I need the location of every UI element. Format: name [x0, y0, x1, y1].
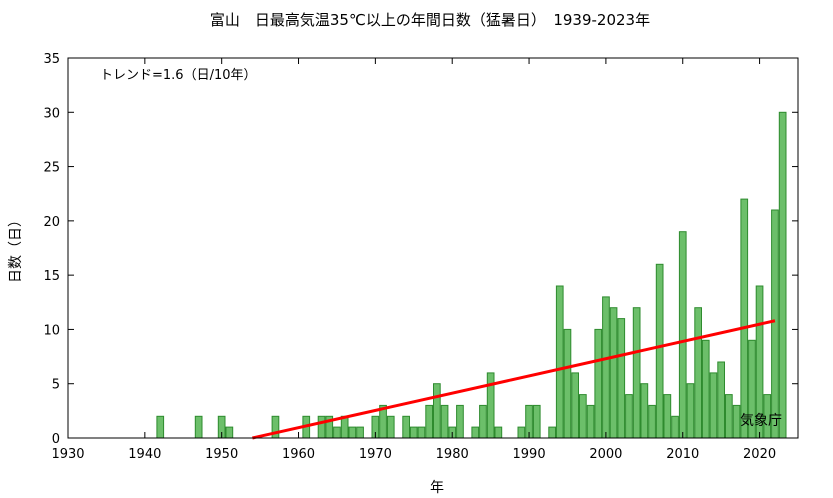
y-tick-label: 25: [43, 161, 60, 176]
x-tick-label: 1930: [51, 447, 84, 462]
y-axis: 0 5 10 15 20 25 30 35: [43, 52, 798, 447]
bar-2002: [617, 318, 626, 439]
x-tick-label: 1950: [205, 447, 238, 462]
x-tick-label: 2010: [666, 447, 699, 462]
y-tick-label: 35: [43, 52, 60, 67]
bar-2011: [686, 383, 695, 439]
y-tick-label: 10: [43, 323, 60, 338]
bar-2015: [717, 361, 725, 439]
y-axis-title: 日数（日）: [8, 213, 24, 283]
x-tick-label: 1990: [513, 447, 546, 462]
bar-1976: [417, 426, 426, 439]
chart-title: 富山 日最高気温35℃以上の年間日数（猛暑日） 1939-2023年: [210, 11, 650, 29]
x-axis: 1930 1940 1950 1960 1970 1980 1990 2000 2010 2020: [51, 58, 776, 462]
y-tick-label: 20: [43, 215, 60, 230]
bar-1979: [440, 404, 449, 439]
bar-1966: [340, 415, 349, 439]
x-tick-label: 1980: [436, 447, 469, 462]
x-tick-label: 1940: [128, 447, 161, 462]
bar-2004: [632, 307, 641, 439]
bar-1993: [548, 426, 556, 439]
bar-2022: [771, 209, 779, 439]
bar-1999: [594, 328, 603, 439]
y-tick-label: 30: [43, 106, 60, 121]
bar-2012: [694, 307, 702, 439]
bar-2005: [640, 383, 649, 439]
y-tick-label: 5: [52, 378, 60, 393]
bar-1986: [494, 426, 503, 439]
bar-1965: [333, 426, 341, 439]
x-axis-title: 年: [430, 480, 444, 496]
bar-2023: [778, 111, 787, 439]
trend-line: [252, 319, 776, 440]
bar-2010: [678, 231, 687, 439]
bar-1998: [586, 404, 595, 439]
plot-area: [67, 57, 799, 440]
bar-2003: [625, 394, 633, 439]
bar-2006: [648, 404, 656, 439]
credit-label: 気象庁: [740, 413, 782, 429]
bar-1947: [194, 415, 203, 439]
x-tick-label: 2000: [589, 447, 622, 462]
bar-1977: [425, 404, 433, 439]
y-tick-label: 15: [43, 269, 60, 284]
bar-2014: [709, 372, 718, 439]
bar-2018: [740, 198, 749, 439]
bar-1963: [317, 415, 326, 439]
bar-1978: [433, 383, 441, 439]
x-tick-label: 1970: [359, 447, 392, 462]
bar-1991: [532, 404, 541, 439]
bar-1972: [386, 415, 395, 439]
plot-frame: [67, 57, 799, 439]
bar-1997: [579, 394, 587, 439]
bar-1951: [225, 426, 234, 439]
bar-2008: [663, 394, 672, 439]
bar-1974: [402, 415, 410, 439]
x-tick-label: 2020: [743, 447, 776, 462]
bar-1968: [356, 426, 364, 439]
bar-1975: [409, 426, 418, 439]
bar-2009: [671, 415, 679, 439]
bar-1994: [555, 285, 564, 439]
trend-label: トレンド=1.6（日/10年）: [100, 68, 257, 83]
bar-2000: [602, 296, 610, 439]
y-tick-label: 0: [52, 432, 60, 447]
bar-series: [156, 111, 787, 439]
bar-1989: [517, 426, 526, 439]
bar-2017: [732, 404, 741, 439]
bar-1967: [348, 426, 357, 439]
bar-2007: [655, 263, 664, 439]
bar-2016: [725, 394, 733, 439]
bar-1942: [156, 415, 165, 439]
bar-1995: [563, 328, 572, 439]
bar-1981: [456, 404, 464, 439]
bar-2001: [609, 307, 618, 439]
bar-1984: [479, 404, 487, 439]
bar-1996: [571, 372, 579, 439]
bar-1983: [471, 426, 480, 439]
bar-2013: [701, 339, 710, 439]
x-tick-label: 1960: [282, 447, 315, 462]
